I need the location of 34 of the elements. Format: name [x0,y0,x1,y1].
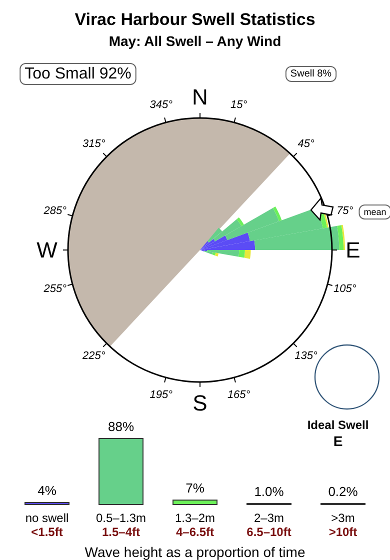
text: mean [364,207,386,217]
text: Swell 8% [290,68,332,80]
text: 225° [82,350,106,362]
text: 135° [294,350,318,362]
data-label: 7% [186,480,205,496]
text: Too Small 92% [24,66,132,82]
data-label: 0.2% [328,484,358,499]
x-tick-label: 0.5–1.3m 1.5–4ft [96,511,146,539]
text: 285° [42,205,68,218]
text: N [192,84,208,110]
annotation: E [333,433,343,449]
text: 165° [227,388,251,401]
text: 195° [150,388,174,401]
data-label: 88% [108,419,134,434]
text: 15° [230,99,248,112]
text: 45° [298,138,315,150]
data-label: 1.0% [254,484,284,499]
x-tick-label: 1.3–2m 4–6.5ft [174,511,216,539]
text: 75° [336,205,354,218]
text: 255° [42,282,68,295]
text: W [36,238,58,262]
data-label: 4% [38,482,57,498]
text: E [346,238,360,262]
text: 345° [150,99,174,112]
text: Ideal Swell [307,418,369,432]
text: 105° [334,282,357,295]
text: S [192,390,208,416]
text: May: All Swell – Any Wind [108,33,282,49]
x-tick-label: >3m >10ft [328,511,358,539]
text: 315° [82,138,106,150]
text: Virac Harbour Swell Statistics [74,10,316,29]
x-tick-label: 2–3m 6.5–10ft [246,511,292,539]
x-tick-label: no swell <1.5ft [25,511,69,539]
x-axis-title: Wave height as a proportion of time [84,544,306,560]
